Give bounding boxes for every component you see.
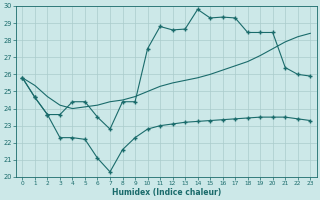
X-axis label: Humidex (Indice chaleur): Humidex (Indice chaleur) bbox=[112, 188, 221, 197]
